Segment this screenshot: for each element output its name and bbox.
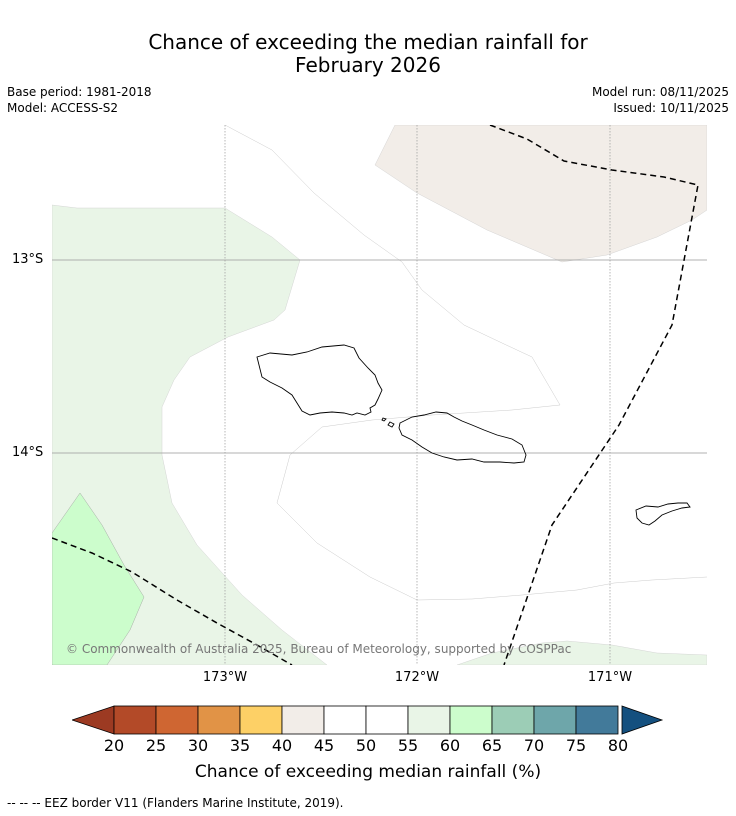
colorbar-tick-label: 30 <box>187 736 209 755</box>
lon-label-171w: 171°W <box>587 670 633 685</box>
colorbar-cell <box>533 705 577 735</box>
colorbar-tick-label: 25 <box>145 736 167 755</box>
colorbar-tick-label: 40 <box>271 736 293 755</box>
colorbar-cell <box>365 705 409 735</box>
colorbar-title: Chance of exceeding median rainfall (%) <box>194 762 542 782</box>
colorbar-cell <box>407 705 451 735</box>
region-55-60-bottom <box>456 640 707 665</box>
colorbar-tick-label: 75 <box>565 736 587 755</box>
colorbar-cell <box>281 705 325 735</box>
eez-border <box>489 125 699 665</box>
colorbar-tick-label: 60 <box>439 736 461 755</box>
model-name: Model: ACCESS-S2 <box>7 101 119 115</box>
colorbar-tick-label: 20 <box>103 736 125 755</box>
region-55-60-left <box>52 204 328 665</box>
title-line-2: February 2026 <box>295 53 441 77</box>
title-line-1: Chance of exceeding the median rainfall … <box>148 30 588 54</box>
meta-right: Model run: 08/11/2025 Issued: 10/11/2025 <box>592 84 729 116</box>
colorbar-cell <box>323 705 367 735</box>
colorbar-tick-label: 65 <box>481 736 503 755</box>
island-savaii <box>256 344 383 416</box>
colorbar-under-arrow <box>72 705 115 735</box>
copyright-text: © Commonwealth of Australia 2025, Bureau… <box>66 642 571 656</box>
colorbar-tick-label: 55 <box>397 736 419 755</box>
colorbar-cell <box>449 705 493 735</box>
lat-label-13s: 13°S <box>12 252 44 267</box>
colorbar-cell <box>197 705 241 735</box>
map-title: Chance of exceeding the median rainfall … <box>0 31 736 77</box>
island-upolu <box>398 411 527 464</box>
colorbar-cells <box>113 705 619 735</box>
meta-left: Base period: 1981-2018 Model: ACCESS-S2 <box>7 84 152 116</box>
colorbar-cell <box>113 705 157 735</box>
base-period: Base period: 1981-2018 <box>7 85 152 99</box>
colorbar-tick-label: 80 <box>607 736 629 755</box>
island-manono <box>387 421 395 428</box>
model-run: Model run: 08/11/2025 <box>591 85 729 99</box>
colorbar-cell <box>491 705 535 735</box>
island-apolima <box>381 417 387 422</box>
colorbar-tick-label: 70 <box>523 736 545 755</box>
region-40-45 <box>374 125 707 263</box>
eez-footnote: -- -- -- EEZ border V11 (Flanders Marine… <box>7 796 344 810</box>
eez-border-left <box>52 537 293 665</box>
issued-date: Issued: 10/11/2025 <box>613 101 729 115</box>
rainfall-map: © Commonwealth of Australia 2025, Bureau… <box>52 125 707 665</box>
region-60-65-left <box>52 492 145 665</box>
colorbar-cell <box>239 705 283 735</box>
colorbar-tick-label: 50 <box>355 736 377 755</box>
colorbar <box>72 705 664 735</box>
lat-lon-grid <box>52 125 707 665</box>
colorbar-over-arrow <box>621 705 664 735</box>
colorbar-tick-label: 45 <box>313 736 335 755</box>
lon-label-173w: 173°W <box>202 670 248 685</box>
colorbar-cell <box>575 705 619 735</box>
lon-label-172w: 172°W <box>394 670 440 685</box>
contour-line-upper <box>224 125 707 601</box>
lat-label-14s: 14°S <box>12 445 44 460</box>
island-tutuila <box>635 502 691 526</box>
colorbar-tick-label: 35 <box>229 736 251 755</box>
colorbar-cell <box>155 705 199 735</box>
